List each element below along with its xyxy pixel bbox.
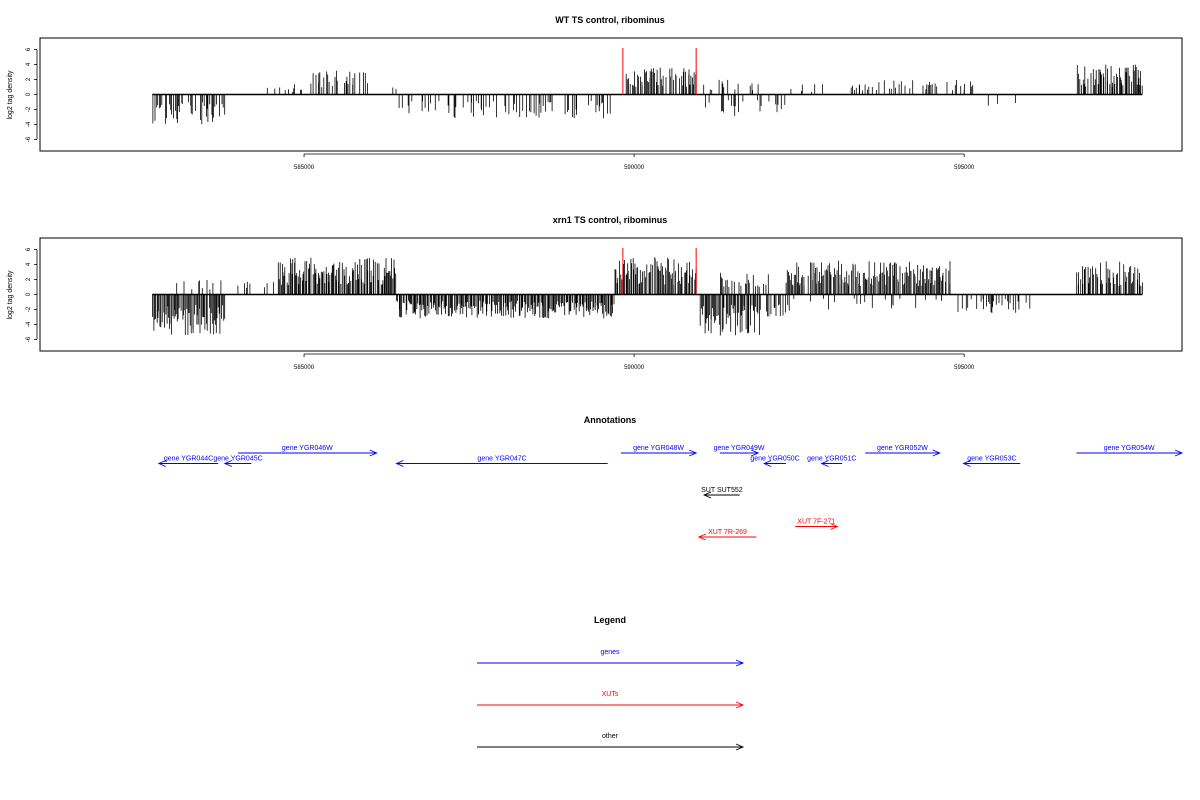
- feature-gene-ygr046w: gene YGR046W: [238, 445, 378, 457]
- xrn1-plot-frame: [39, 237, 1183, 352]
- wt-panel-title: WT TS control, ribominus: [555, 15, 665, 25]
- legend-arrowhead: [735, 743, 745, 751]
- feature-arrow-arrowhead: [223, 460, 233, 467]
- legend: Legend genes XUTs other: [477, 615, 745, 751]
- wt-y-tick-label: -2: [26, 106, 32, 112]
- wt-bars: [152, 64, 1143, 125]
- wt-axes: -6 -4 -2 0 2 4 6 585000 590000 595000: [26, 47, 975, 171]
- xrn1-x-tick-label: 595000: [954, 365, 975, 371]
- wt-y-tick-label: 0: [26, 92, 32, 96]
- wt-y-tick-label: 6: [26, 47, 32, 51]
- feature-arrow-arrowhead: [369, 449, 378, 457]
- feature-arrow-arrowhead: [157, 460, 166, 467]
- feature-gene-ygr051c: gene YGR051C: [807, 456, 856, 467]
- feature-label: gene YGR053C: [967, 456, 1016, 463]
- feature-arrow-arrowhead: [820, 460, 829, 467]
- feature-arrow-arrowhead: [962, 460, 971, 467]
- feature-label: gene YGR052W: [877, 445, 928, 452]
- wt-y-tick-label: 2: [26, 77, 32, 81]
- feature-gene-ygr045c: gene YGR045C: [213, 456, 263, 467]
- feature-gene-ygr048w: gene YGR048W: [620, 445, 698, 457]
- legend-item-gene: genes: [477, 649, 745, 667]
- wt-y-tick-label: -4: [26, 121, 32, 127]
- annotation-features: gene YGR044C gene YGR045C gene YGR046W gene…: [157, 445, 1184, 541]
- xrn1-markers: [622, 248, 697, 295]
- feature-arrow-arrowhead: [688, 449, 698, 457]
- xrn1-y-tick-label: 0: [26, 292, 32, 296]
- legend-item-xut: XUTs: [477, 691, 745, 709]
- wt-plot-frame: [39, 37, 1183, 152]
- legend-item-other: other: [477, 733, 745, 751]
- xrn1-axes: -6 -4 -2 0 2 4 6 585000 590000 595000: [26, 247, 975, 371]
- feature-label: gene YGR050C: [750, 456, 799, 463]
- legend-items: genes XUTs other: [477, 649, 745, 751]
- feature-xut-7f-271: XUT 7F-271: [795, 519, 839, 530]
- feature-gene-ygr052w: gene YGR052W: [865, 445, 941, 457]
- wt-coverage-panel: WT TS control, ribominus log2 tag densit…: [7, 15, 1183, 171]
- feature-label: gene YGR045C: [213, 456, 262, 463]
- legend-arrowhead: [735, 659, 745, 667]
- feature-arrow-arrowhead: [697, 533, 706, 541]
- xrn1-y-tick-label: -6: [26, 336, 32, 342]
- feature-arrow-arrowhead: [702, 491, 712, 499]
- xrn1-y-axis-label: log2 tag density: [7, 270, 14, 320]
- wt-x-tick-label: 585000: [294, 165, 315, 171]
- wt-x-tick-label: 595000: [954, 165, 975, 171]
- feature-gene-ygr053c: gene YGR053C: [962, 456, 1021, 467]
- feature-label: gene YGR051C: [807, 456, 856, 463]
- xrn1-x-tick-label: 590000: [624, 365, 645, 371]
- xrn1-y-tick-label: 6: [26, 247, 32, 251]
- feature-label: XUT 7R-269: [708, 529, 747, 536]
- wt-markers: [622, 48, 697, 95]
- legend-label: genes: [600, 649, 620, 656]
- xrn1-y-tick-label: 2: [26, 277, 32, 281]
- annotations-title: Annotations: [584, 415, 637, 425]
- feature-sut-sut552: SUT SUT552: [701, 487, 743, 499]
- feature-arrow-arrowhead: [830, 523, 839, 530]
- feature-xut-7r-269: XUT 7R-269: [697, 529, 757, 541]
- feature-gene-ygr054w: gene YGR054W: [1076, 445, 1184, 457]
- xrn1-y-tick-label: -2: [26, 306, 32, 312]
- feature-arrow-arrowhead: [932, 449, 941, 457]
- feature-arrow-arrowhead: [751, 449, 760, 457]
- wt-y-axis-label: log2 tag density: [7, 70, 14, 120]
- xrn1-coverage-panel: xrn1 TS control, ribominus log2 tag dens…: [7, 215, 1183, 371]
- legend-label: XUTs: [602, 691, 619, 698]
- legend-label: other: [602, 733, 619, 740]
- feature-label: gene YGR044C: [164, 456, 213, 463]
- legend-title: Legend: [594, 615, 626, 625]
- feature-label: gene YGR048W: [633, 445, 684, 452]
- xrn1-y-tick-label: -4: [26, 321, 32, 327]
- xrn1-x-tick-label: 585000: [294, 365, 315, 371]
- xrn1-panel-title: xrn1 TS control, ribominus: [553, 215, 668, 225]
- wt-y-tick-label: -6: [26, 136, 32, 142]
- legend-arrowhead: [735, 701, 745, 709]
- feature-gene-ygr049w: gene YGR049W: [714, 445, 765, 457]
- feature-gene-ygr050c: gene YGR050C: [750, 456, 800, 467]
- feature-gene-ygr044c: gene YGR044C: [157, 456, 219, 467]
- feature-arrow-arrowhead: [763, 460, 772, 467]
- feature-label: gene YGR054W: [1104, 445, 1155, 452]
- feature-label: XUT 7F-271: [797, 519, 835, 526]
- xrn1-y-tick-label: 4: [26, 262, 32, 266]
- feature-label: gene YGR047C: [477, 456, 526, 463]
- feature-label: gene YGR049W: [714, 445, 765, 452]
- feature-label: SUT SUT552: [701, 487, 743, 494]
- wt-y-tick-label: 4: [26, 62, 32, 66]
- feature-arrow-arrowhead: [1174, 449, 1184, 457]
- feature-label: gene YGR046W: [282, 445, 333, 452]
- wt-x-tick-label: 590000: [624, 165, 645, 171]
- annotations-panel: Annotations gene YGR044C gene YGR045Cgene…: [157, 415, 1184, 541]
- feature-gene-ygr047c: gene YGR047C: [395, 456, 608, 467]
- xrn1-bars: [152, 257, 1143, 336]
- feature-arrow-arrowhead: [395, 460, 404, 467]
